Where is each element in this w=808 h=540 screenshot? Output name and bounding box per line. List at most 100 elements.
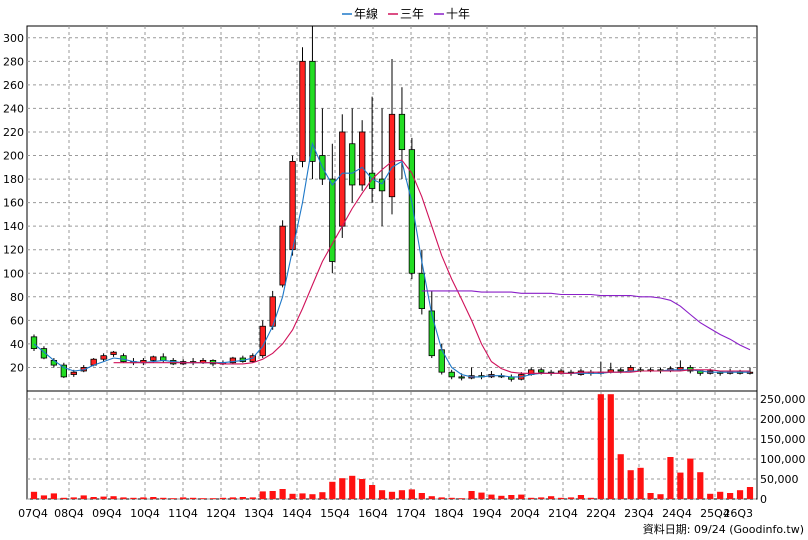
candle-body [309,60,316,162]
price-tick-label: 240 [3,102,24,115]
price-tick-label: 100 [3,267,24,280]
volume-bar [488,494,495,499]
price-tick-label: 200 [3,150,24,163]
volume-bar [577,495,585,499]
candle-body [687,367,694,372]
candle-body [458,376,465,379]
moving-average-lines [33,141,751,378]
x-tick-label: 23Q4 [624,507,654,520]
candle-body [388,113,396,198]
candle-body [368,172,376,189]
x-tick-label: 09Q4 [92,507,122,520]
volume-bar [249,497,256,499]
volume-bar [587,497,594,499]
volume-bar [170,498,177,499]
x-tick-label: 14Q4 [282,507,312,520]
volume-bar [418,493,425,499]
candle-body [100,355,107,360]
candle-body [538,369,545,373]
candle-body [359,131,366,186]
candle-body [289,161,296,251]
volume-bar [199,498,207,499]
volume-bar [339,478,346,499]
volume-bar [279,489,286,499]
volume-bar [369,485,376,499]
volume-bar [707,493,714,499]
volume-bar [607,394,614,499]
price-tick-label: 120 [3,244,24,257]
candle-body [259,325,266,357]
volume-bar [229,497,236,499]
volume-bar [130,497,137,499]
volume-tick-label: 0 [760,493,767,506]
candle-body [339,131,346,227]
volume-bar [518,494,525,499]
volume-tick-label: 150,000 [760,433,806,446]
volume-bar [567,497,575,499]
x-tick-label: 21Q4 [548,507,578,520]
volume-bars [30,394,754,499]
price-tick-label: 140 [3,220,24,233]
x-tick-label: 12Q4 [206,507,236,520]
volume-bar [378,490,386,499]
volume-panel [26,390,758,500]
x-tick-label: 22Q4 [586,507,616,520]
volume-bar [498,495,505,499]
candle-body [617,369,624,372]
volume-bar [687,458,694,499]
candle-body [448,371,455,378]
volume-bar [90,497,97,499]
price-tick-label: 280 [3,55,24,68]
volume-bar [727,493,734,499]
volume-bar [319,492,326,499]
volume-bar [697,472,704,499]
volume-bar [647,493,654,499]
volume-bar [428,496,435,499]
volume-bar [657,494,664,499]
volume-bar [717,491,724,499]
grid-lines [27,26,757,500]
volume-bar [736,490,744,499]
data-date-footer: 資料日期: 09/24 (Goodinfo.tw) [643,522,804,536]
volume-bar [468,491,475,499]
x-axis: 07Q4 08Q4 09Q4 10Q4 11Q4 12Q4 13Q4 14Q4 15Q4 16Q4… [18,507,753,520]
ma-year-line [33,141,750,378]
price-tick-label: 220 [3,126,24,139]
candle-body [279,225,286,286]
volume-bar [538,497,545,499]
candle-body [110,351,117,355]
price-tick-label: 80 [10,291,24,304]
volume-bar [60,497,67,499]
chart-legend: 年線 三年 十年 [342,6,470,21]
candle-body [150,356,157,361]
volume-bar [478,492,485,499]
x-tick-label: 07Q4 [18,507,48,520]
candle-body [349,143,356,186]
candle-body [70,371,77,375]
volume-bar [438,497,445,499]
candle-body [398,113,406,151]
volume-bar [309,494,316,499]
volume-bar [219,497,227,499]
volume-bar [160,497,167,499]
volume-bar [269,491,276,499]
x-tick-label: 10Q4 [130,507,160,520]
volume-bar [40,495,48,499]
volume-tick-label: 50,000 [760,473,799,486]
x-tick-label: 24Q4 [662,507,692,520]
volume-bar [70,497,77,499]
ma-10y-line [421,290,751,351]
volume-bar [180,497,187,499]
candle-body [40,348,48,359]
candle-body [60,364,67,378]
volume-bar [408,489,415,499]
volume-bar [50,493,57,499]
x-tick-label: 26Q3 [723,507,753,520]
volume-bar [528,497,535,499]
volume-bar [140,497,147,499]
candle-body [299,60,306,162]
volume-bar [100,496,107,499]
x-tick-label: 18Q4 [434,507,464,520]
volume-bar [746,487,754,499]
candle-body [428,310,435,357]
